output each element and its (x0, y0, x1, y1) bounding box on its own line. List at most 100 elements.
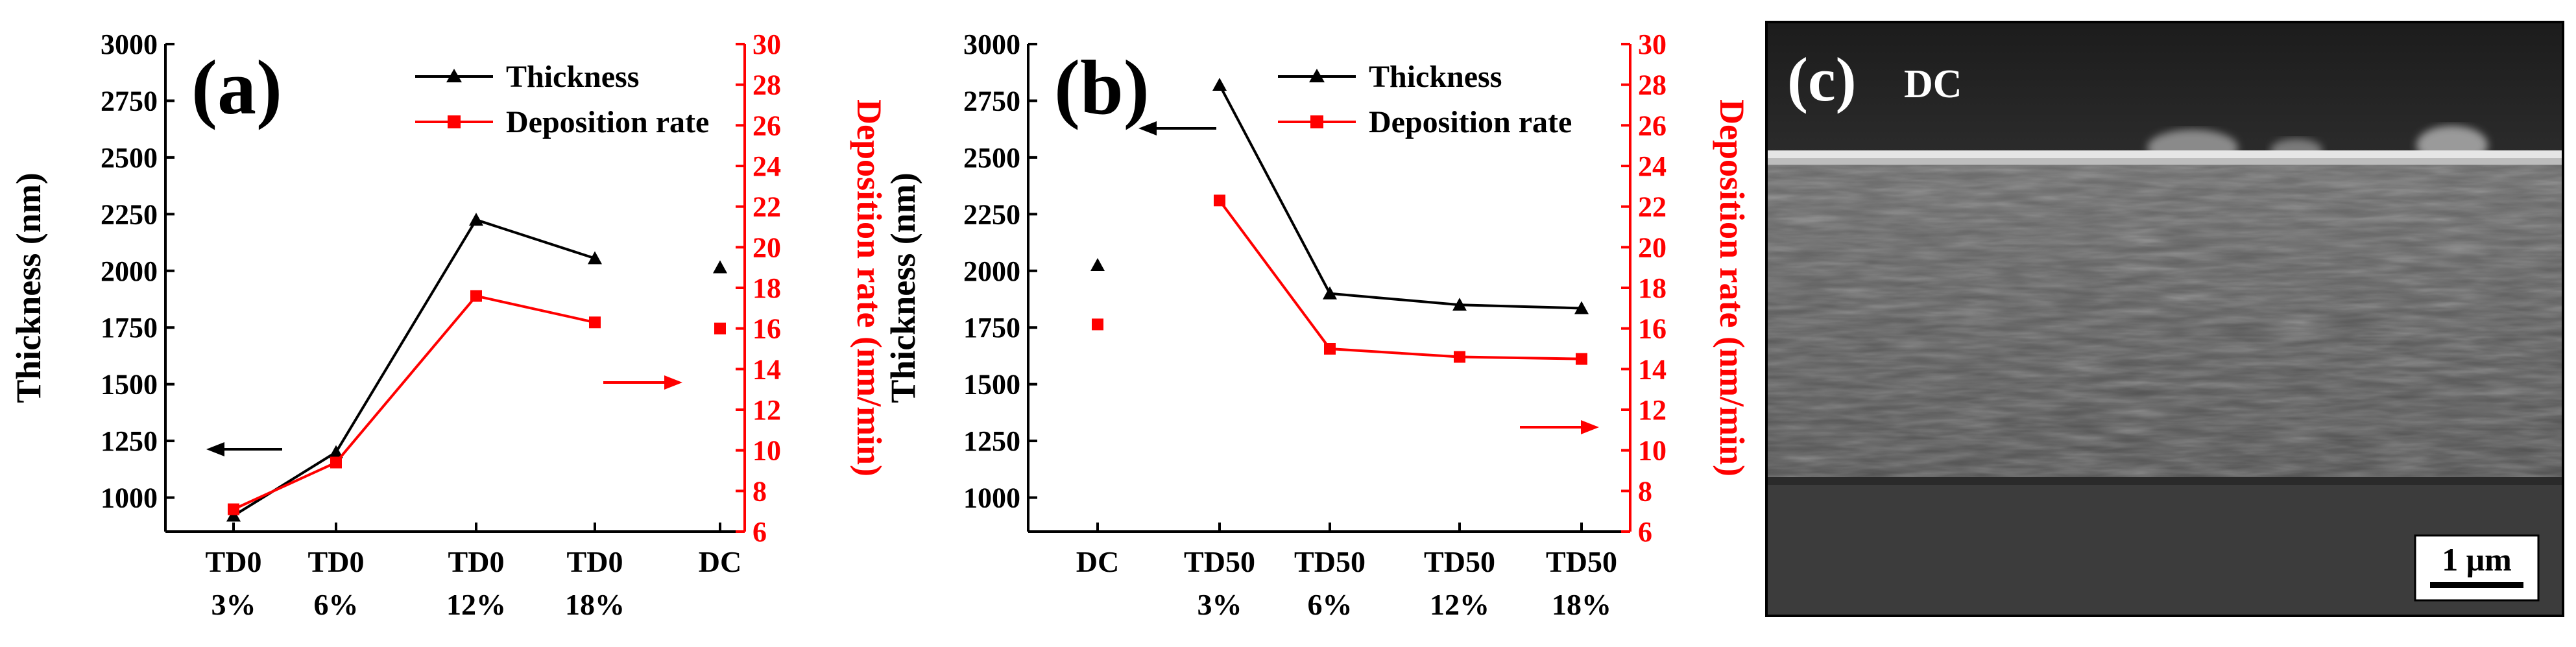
sem-film-surface (1768, 150, 2562, 158)
sem-panel-label: (c) (1787, 45, 1857, 114)
axis-arrow-head-left (206, 442, 224, 456)
x-tick-label: 6% (314, 588, 359, 621)
sem-film-surface-shade (1768, 158, 2562, 165)
y-tick-label-right: 22 (1638, 191, 1667, 223)
y-tick-label-left: 1500 (101, 369, 158, 401)
y-tick-label-left: 1750 (101, 312, 158, 344)
x-tick-label: 3% (1198, 588, 1242, 621)
y-tick-label-right: 18 (1638, 272, 1667, 304)
y-axis-left-title: Thickness (nm) (9, 172, 48, 403)
data-point-deposition-rate (1576, 353, 1587, 365)
y-tick-label-left: 3000 (101, 29, 158, 60)
data-point-deposition-rate (1214, 194, 1225, 207)
scale-bar-box (2414, 534, 2540, 602)
y-tick-label-left: 2250 (101, 198, 158, 230)
legend-thickness-label: Thickness (506, 60, 639, 94)
legend-thickness-marker (446, 69, 462, 82)
y-tick-label-left: 2500 (101, 142, 158, 174)
y-tick-label-left: 3000 (963, 29, 1020, 60)
y-tick-label-left: 2250 (963, 198, 1020, 230)
data-point-deposition-rate (714, 322, 726, 335)
y-tick-label-right: 6 (752, 516, 767, 548)
y-tick-label-right: 22 (752, 191, 781, 223)
y-tick-label-left: 1750 (963, 312, 1020, 344)
y-tick-label-right: 18 (752, 272, 781, 304)
y-tick-label-right: 8 (752, 475, 767, 507)
legend-deposition-marker (1310, 115, 1323, 128)
scale-bar-label: 1 μm (2442, 541, 2512, 578)
data-point-deposition-rate (589, 316, 601, 329)
data-point-thickness (1574, 301, 1589, 314)
y-tick-label-right: 26 (1638, 110, 1667, 141)
y-tick-label-left: 2000 (101, 255, 158, 287)
panel-a-label: (a) (191, 44, 282, 130)
y-tick-label-right: 20 (1638, 231, 1667, 263)
scale-bar: 1 μm (2414, 534, 2540, 602)
y-tick-label-left: 1000 (101, 482, 158, 514)
x-tick-label: TD0 (448, 545, 505, 578)
sem-interface (1768, 477, 2562, 485)
y-tick-label-left: 1250 (101, 425, 158, 457)
y-tick-label-right: 28 (752, 69, 781, 101)
x-tick-label: 18% (1552, 588, 1611, 621)
y-tick-label-right: 26 (752, 110, 781, 141)
y-tick-label-right: 12 (752, 394, 781, 426)
data-point-thickness (588, 251, 602, 265)
y-tick-label-right: 8 (1638, 475, 1652, 507)
sem-film-texture (1768, 153, 2562, 477)
panel-a-plot: 1000 1250 1500 1750 2000 2250 2500 2750 3000 6 8 10… (9, 29, 889, 621)
axis-arrow-head-right (664, 375, 682, 390)
panel-b-label: (b) (1054, 44, 1150, 130)
data-point-deposition-rate (1454, 351, 1465, 363)
data-point-deposition-rate (330, 456, 342, 469)
x-tick-label: DC (1076, 545, 1119, 578)
x-tick-label: 18% (565, 588, 625, 621)
y-tick-label-left: 1500 (963, 369, 1020, 401)
y-axis-right-title: Deposition rate (nm/min) (1713, 99, 1751, 476)
axis-arrow-head-right (1581, 420, 1599, 434)
legend-thickness-label: Thickness (1369, 60, 1502, 94)
panel-b-chart: 1000 1250 1500 1750 2000 2250 2500 2750 3000 6 8 10… (884, 29, 1751, 621)
y-tick-label-right: 12 (1638, 394, 1667, 426)
data-point-deposition-rate (228, 503, 239, 515)
data-point-thickness (713, 260, 727, 274)
y-axis-right-title: Deposition rate (nm/min) (850, 99, 889, 476)
x-tick-label: TD0 (308, 545, 365, 578)
series-line-thickness (232, 218, 596, 517)
panel-a-legend: Thickness Deposition rate (415, 60, 709, 139)
y-tick-label-right: 24 (752, 150, 781, 182)
data-point-deposition-rate (470, 290, 482, 302)
y-tick-label-left: 2000 (963, 255, 1020, 287)
data-point-deposition-rate (1324, 343, 1336, 355)
series-line-deposition-rate (1218, 200, 1582, 360)
panel-a-chart: 1000 1250 1500 1750 2000 2250 2500 2750 3000 6 8 10… (9, 29, 889, 621)
y-tick-label-right: 10 (752, 435, 781, 467)
legend-deposition-marker (448, 115, 461, 128)
x-tick-label: DC (699, 545, 741, 578)
x-tick-label: TD50 (1424, 545, 1495, 578)
x-tick-label: TD0 (206, 545, 262, 578)
scale-bar-line (2430, 582, 2523, 588)
data-point-thickness (329, 445, 343, 458)
y-tick-label-left: 2500 (963, 142, 1020, 174)
series-line-deposition-rate (233, 294, 596, 511)
axis-arrow-head-left (1138, 121, 1157, 135)
data-point-thickness (1090, 258, 1105, 272)
y-tick-label-right: 14 (752, 353, 781, 385)
x-tick-label: TD50 (1294, 545, 1366, 578)
y-tick-label-right: 20 (752, 231, 781, 263)
y-tick-label-left: 2750 (101, 85, 158, 117)
sem-sample-label: DC (1904, 62, 1962, 106)
y-tick-label-left: 2750 (963, 85, 1020, 117)
y-tick-label-right: 30 (752, 29, 781, 60)
legend-deposition-label: Deposition rate (506, 105, 709, 139)
panel-c-sem-image: (c) DC 1 μm (1765, 21, 2564, 617)
y-tick-label-right: 24 (1638, 150, 1667, 182)
x-tick-label: TD0 (567, 545, 623, 578)
y-tick-label-right: 30 (1638, 29, 1667, 60)
data-point-thickness (1452, 298, 1467, 311)
x-tick-label: 3% (211, 588, 256, 621)
y-tick-label-right: 6 (1638, 516, 1652, 548)
data-point-thickness (1212, 77, 1227, 91)
y-tick-label-left: 1000 (963, 482, 1020, 514)
